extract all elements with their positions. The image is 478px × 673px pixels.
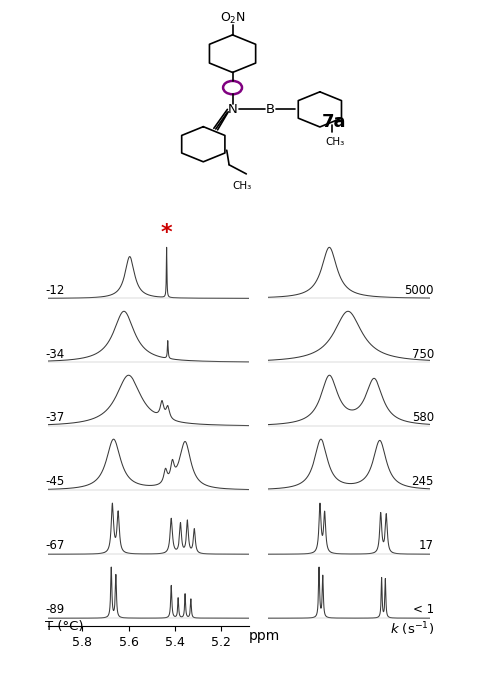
Text: -45: -45 [45, 475, 65, 489]
Text: -12: -12 [45, 283, 65, 297]
Text: $k$ (s$^{-1}$): $k$ (s$^{-1}$) [390, 620, 434, 638]
Text: 750: 750 [412, 347, 434, 361]
Text: B: B [266, 103, 275, 116]
Text: -89: -89 [45, 603, 65, 616]
Text: 7a: 7a [321, 113, 346, 131]
Text: 5000: 5000 [404, 283, 434, 297]
Text: N: N [228, 103, 238, 116]
Text: CH₃: CH₃ [325, 137, 344, 147]
Text: 17: 17 [419, 539, 434, 553]
Text: -34: -34 [45, 347, 65, 361]
Text: 580: 580 [412, 411, 434, 425]
Text: 245: 245 [412, 475, 434, 489]
Text: -37: -37 [45, 411, 65, 425]
Text: -67: -67 [45, 539, 65, 553]
Text: *: * [161, 223, 173, 244]
Text: T (°C): T (°C) [45, 620, 84, 633]
Text: < 1: < 1 [413, 603, 434, 616]
Text: O$_2$N: O$_2$N [219, 11, 246, 26]
Text: CH₃: CH₃ [232, 182, 251, 192]
Text: ppm: ppm [249, 629, 280, 643]
